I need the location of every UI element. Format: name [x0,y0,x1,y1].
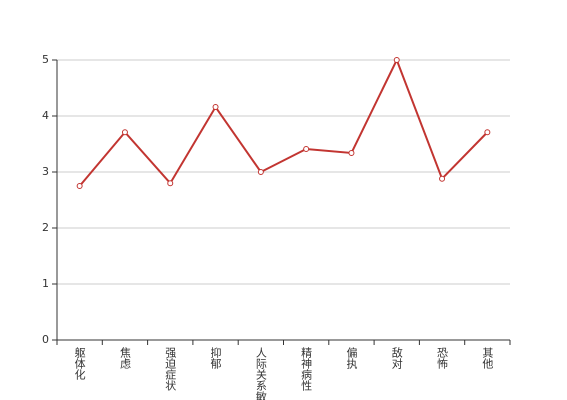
line [78,57,489,187]
x-tick-label: 精神病性 [300,347,313,392]
x-tick-label: 抑郁 [209,346,222,369]
point [212,104,219,111]
x-tick-label: 人际关系敏感 [254,347,267,400]
point [484,129,491,136]
point [76,183,83,189]
y-tick-label: 5 [42,53,49,66]
y-tick-label: 3 [42,165,49,178]
point [303,146,310,153]
y-tick-label: 0 [42,333,49,346]
point [348,149,355,156]
y-tick-label: 2 [42,221,49,234]
x-tick-label: 焦虑 [118,347,131,369]
y-tick-label: 1 [42,277,49,290]
point [393,57,400,63]
point [439,175,446,182]
point [121,129,128,136]
point [257,169,264,175]
x-tick-label: 恐怖 [436,347,449,369]
x-tick-label: 强迫症状 [164,347,177,391]
point [167,180,174,187]
x-tick-label: 躯体化 [73,347,86,381]
x-tick-label: 敌对 [390,346,403,369]
x-tick-label: 偏执 [345,346,358,370]
x-tick-label: 其他 [481,347,494,369]
y-tick-label: 4 [42,109,49,122]
